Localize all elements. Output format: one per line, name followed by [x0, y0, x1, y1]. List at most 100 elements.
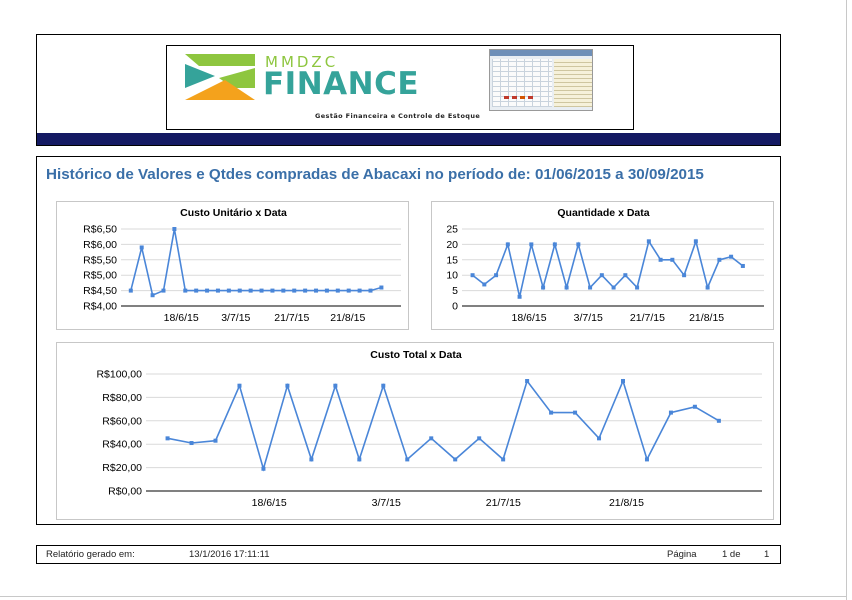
chart-2-ytick-label: R$20,00 — [102, 462, 142, 474]
chart-1-data-point — [505, 242, 510, 247]
chart-0-data-point — [139, 245, 144, 250]
chart-1-data-point — [635, 285, 640, 290]
chart-2-data-point — [549, 410, 554, 415]
chart-0-data-point — [128, 288, 133, 293]
chart-1-data-point — [729, 254, 734, 259]
chart-1-data-point — [682, 273, 687, 278]
chart-0-data-point — [270, 288, 275, 293]
chart-2-data-point — [357, 457, 362, 462]
chart-1-data-point — [541, 285, 546, 290]
chart-1-data-point — [670, 257, 675, 262]
logo-panel: MMDZC FINANCE Gestão Financeira e Contro… — [166, 45, 634, 130]
chart-2-data-point — [716, 418, 721, 423]
chart-0-data-point — [183, 288, 188, 293]
chart-0-series-line — [130, 228, 382, 297]
chart-1-data-point — [482, 282, 487, 287]
chart-0-data-point — [314, 288, 319, 293]
chart-2-ytick-label: R$80,00 — [102, 392, 142, 404]
chart-0-ytick-label: R$5,00 — [83, 270, 117, 282]
chart-1-data-point — [552, 242, 557, 247]
chart-2-data-point — [237, 383, 242, 388]
chart-1-data-point — [623, 273, 628, 278]
chart-1-data-point — [658, 257, 663, 262]
chart-panel-unit-cost: Custo Unitário x Data R$4,00 R$4,50 R$5,00 R… — [56, 201, 409, 330]
quantity-chart: Quantidade x Data 0 5 10 15 20 25 18/6/15 3/7/15… — [446, 207, 764, 324]
chart-0-data-point — [379, 285, 384, 290]
chart-1-data-point — [529, 242, 534, 247]
total-cost-chart: Custo Total x Data R$0,00 R$20,00 R$40,00 R$… — [96, 349, 762, 509]
logo-brand-big: FINANCE — [263, 66, 420, 102]
chart-1-xtick-label: 21/7/15 — [630, 312, 665, 324]
chart-0-data-point — [259, 288, 264, 293]
chart-1-series-line — [472, 238, 744, 297]
chart-2-data-point — [309, 457, 314, 462]
chart-2-ytick-label: R$0,00 — [108, 486, 142, 498]
report-footer: Relatório gerado em: 13/1/2016 17:11:11 … — [36, 545, 781, 564]
chart-2-ytick-label: R$60,00 — [102, 415, 142, 427]
chart-0-data-point — [226, 288, 231, 293]
chart-2-data-point — [165, 436, 170, 441]
chart-0-data-point — [205, 288, 210, 293]
chart-2-data-point — [213, 438, 218, 443]
report-header: MMDZC FINANCE Gestão Financeira e Contro… — [36, 34, 781, 146]
chart-0-data-point — [172, 227, 177, 231]
page-edge-bottom — [0, 596, 846, 597]
chart-2-data-point — [381, 383, 386, 388]
chart-panel-total-cost: Custo Total x Data R$0,00 R$20,00 R$40,00 R$… — [56, 342, 774, 520]
chart-2-xtick-label: 21/7/15 — [486, 497, 521, 509]
chart-1-data-point — [588, 285, 593, 290]
chart-0-data-point — [281, 288, 286, 293]
header-accent-bar — [37, 133, 780, 145]
chart-1-ytick-label: 25 — [446, 224, 458, 236]
chart-2-xtick-label: 21/8/15 — [609, 497, 644, 509]
chart-1-ytick-label: 0 — [452, 301, 458, 313]
chart-2-data-point — [261, 466, 266, 471]
chart-1-title: Quantidade x Data — [557, 207, 649, 219]
chart-2-ytick-label: R$100,00 — [96, 369, 142, 381]
chart-2-xtick-label: 3/7/15 — [372, 497, 401, 509]
chart-0-ytick-label: R$6,50 — [83, 224, 117, 236]
chart-1-data-point — [494, 273, 499, 278]
chart-0-ytick-label: R$6,00 — [83, 239, 117, 251]
chart-2-data-point — [189, 441, 194, 446]
chart-1-data-point — [599, 273, 604, 278]
chart-0-data-point — [237, 288, 242, 293]
chart-1-data-point — [564, 285, 569, 290]
chart-2-data-point — [525, 379, 530, 384]
chart-2-series-line — [167, 378, 720, 472]
chart-0-data-point — [346, 288, 351, 293]
chart-0-data-point — [324, 288, 329, 293]
chart-0-data-point — [368, 288, 373, 293]
chart-1-ytick-label: 5 — [452, 285, 458, 297]
chart-1-ytick-label: 20 — [446, 239, 458, 251]
finance-logo-icon — [185, 54, 255, 100]
chart-1-data-point — [717, 257, 722, 262]
chart-2-data-point — [668, 410, 673, 415]
chart-1-ytick-label: 15 — [446, 254, 458, 266]
chart-1-ytick-label: 10 — [446, 270, 458, 282]
chart-1-xtick-label: 21/8/15 — [689, 312, 724, 324]
chart-1-xtick-label: 3/7/15 — [574, 312, 603, 324]
chart-1-data-point — [705, 285, 710, 290]
chart-0-data-point — [194, 288, 199, 293]
chart-1-xtick-label: 18/6/15 — [512, 312, 547, 324]
chart-2-data-point — [285, 383, 290, 388]
chart-2-data-point — [597, 436, 602, 441]
chart-0-data-point — [303, 288, 308, 293]
chart-0-data-point — [215, 288, 220, 293]
footer-generated-label: Relatório gerado em: — [46, 549, 135, 560]
chart-1-data-point — [470, 273, 475, 278]
chart-1-data-point — [576, 242, 581, 247]
footer-page-total: 1 — [764, 549, 770, 560]
report-title: Histórico de Valores e Qtdes compradas d… — [46, 166, 704, 183]
chart-0-data-point — [150, 293, 155, 298]
chart-0-xtick-label: 21/7/15 — [274, 312, 309, 324]
chart-0-ytick-label: R$4,00 — [83, 301, 117, 313]
chart-0-data-point — [335, 288, 340, 293]
app-screenshot-thumbnail — [489, 49, 593, 111]
chart-0-title: Custo Unitário x Data — [180, 207, 287, 219]
chart-1-data-point — [693, 239, 698, 244]
chart-0-data-point — [292, 288, 297, 293]
chart-2-data-point — [620, 379, 625, 384]
chart-2-xtick-label: 18/6/15 — [252, 497, 287, 509]
